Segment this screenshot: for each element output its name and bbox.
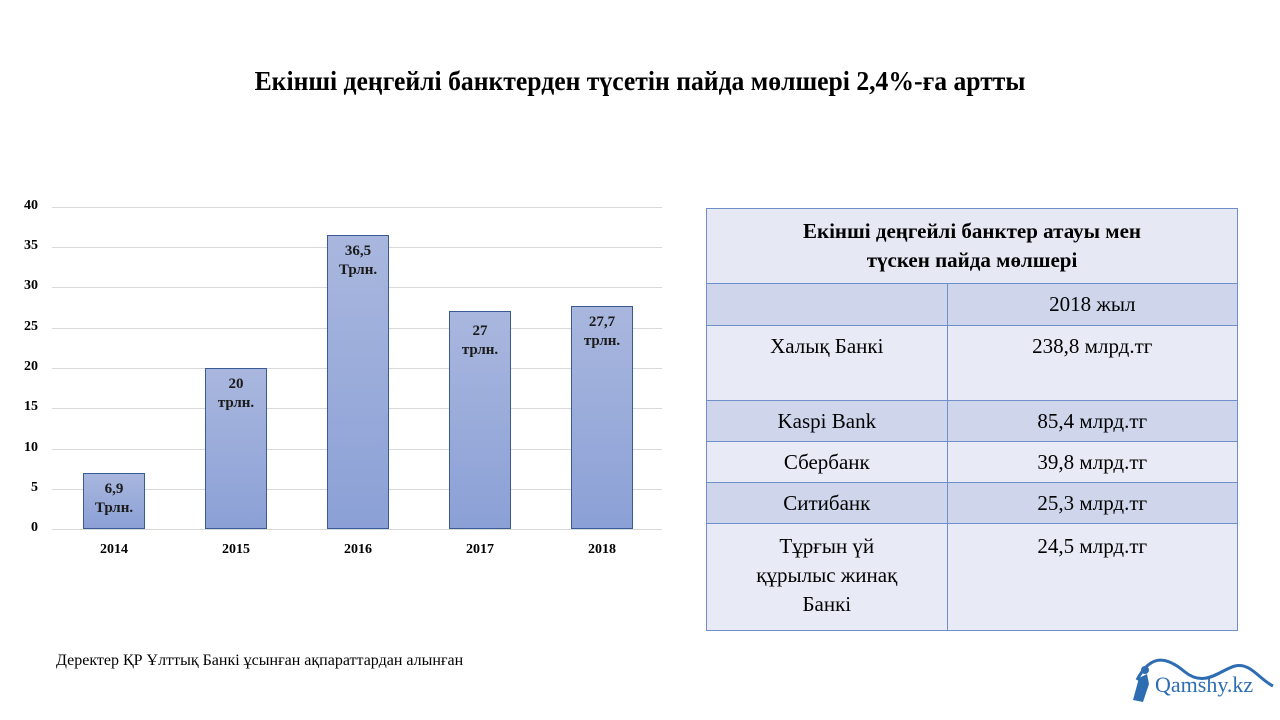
bank-name: Халық Банкі [706,325,948,401]
y-tick-label: 35 [24,238,38,253]
bank-profit: 24,5 млрд.тг [946,523,1239,631]
bar-chart: 40 35 30 25 20 15 10 5 0 6,9 Трлн. 20 тр… [0,190,680,580]
bank-name: Тұрғын үй құрылыс жинақ Банкі [706,523,948,631]
bank-profit: 39,8 млрд.тг [946,441,1239,483]
table-row: Тұрғын үй құрылыс жинақ Банкі 24,5 млрд.… [706,523,1239,631]
bank-profit: 238,8 млрд.тг [946,325,1239,401]
bar-2017: 27 трлн. [449,311,511,529]
data-label: 20 трлн. [206,375,266,413]
bar-2016: 36,5 Трлн. [327,235,389,529]
y-tick-label: 20 [24,359,38,374]
data-label: 36,5 Трлн. [328,242,388,280]
table-row: Халық Банкі 238,8 млрд.тг [706,325,1239,401]
source-footnote: Деректер ҚР Ұлттық Банкі ұсынған ақпарат… [56,652,464,669]
data-label-unit: трлн. [217,395,255,411]
bank-name-line: Банкі [802,592,852,616]
y-tick-label: 0 [31,520,38,535]
x-axis-line [52,529,662,530]
x-tick-label: 2017 [466,542,494,557]
bank-name: Сбербанк [706,441,948,483]
y-tick-label: 30 [24,278,38,293]
data-label-unit: трлн. [461,342,499,358]
data-label: 27 трлн. [450,322,510,360]
data-label-value: 27,7 [588,314,616,330]
bank-profit-table: Екінші деңгейлі банктер атауы мен түскен… [706,208,1239,631]
bank-profit: 25,3 млрд.тг [946,482,1239,524]
slide-title: Екінші деңгейлі банктерден түсетін пайда… [254,66,1026,96]
bar-2015: 20 трлн. [205,368,267,529]
table-header-row: Екінші деңгейлі банктер атауы мен түскен… [706,208,1238,284]
y-tick-label: 5 [31,480,38,495]
data-label-unit: трлн. [583,333,621,349]
x-tick-label: 2015 [222,542,250,557]
table-header-line: түскен пайда мөлшері [866,248,1078,272]
table-header-line: Екінші деңгейлі банктер атауы мен [802,219,1142,243]
data-label: 6,9 Трлн. [84,480,144,518]
bank-name-line: құрылыс жинақ [756,563,898,587]
data-label-unit: Трлн. [94,500,134,516]
bank-name: Kaspi Bank [706,400,948,442]
data-label-unit: Трлн. [338,262,378,278]
column-header-year: 2018 жыл [946,283,1239,326]
x-tick-label: 2018 [588,542,616,557]
y-tick-label: 25 [24,319,38,334]
x-tick-label: 2016 [344,542,372,557]
table-row: Kaspi Bank 85,4 млрд.тг [706,400,1239,442]
bank-profit: 85,4 млрд.тг [946,400,1239,442]
data-label-value: 27 [472,323,488,339]
table-cell-empty [706,283,948,326]
data-label-value: 36,5 [344,243,372,259]
rider-mountain-icon [1133,658,1274,702]
bank-name: Ситибанк [706,482,948,524]
qamshy-logo: Qamshy.kz [1125,650,1275,710]
x-tick-label: 2014 [100,542,128,557]
bank-name-line: Тұрғын үй [779,534,875,558]
data-label: 27,7 трлн. [572,313,632,351]
data-label-value: 6,9 [104,481,124,497]
table-row: Сбербанк 39,8 млрд.тг [706,441,1239,483]
data-label-value: 20 [228,376,244,392]
table-row: Ситибанк 25,3 млрд.тг [706,482,1239,524]
logo-text: Qamshy.kz [1155,672,1254,697]
bar-2014: 6,9 Трлн. [83,473,145,529]
bar-2018: 27,7 трлн. [571,306,633,529]
y-tick-label: 40 [24,198,38,213]
table-header: Екінші деңгейлі банктер атауы мен түскен… [706,208,1238,284]
gridline [52,207,662,208]
table-subheader-row: 2018 жыл [706,283,1239,326]
y-tick-label: 15 [24,399,38,414]
y-tick-label: 10 [24,440,38,455]
